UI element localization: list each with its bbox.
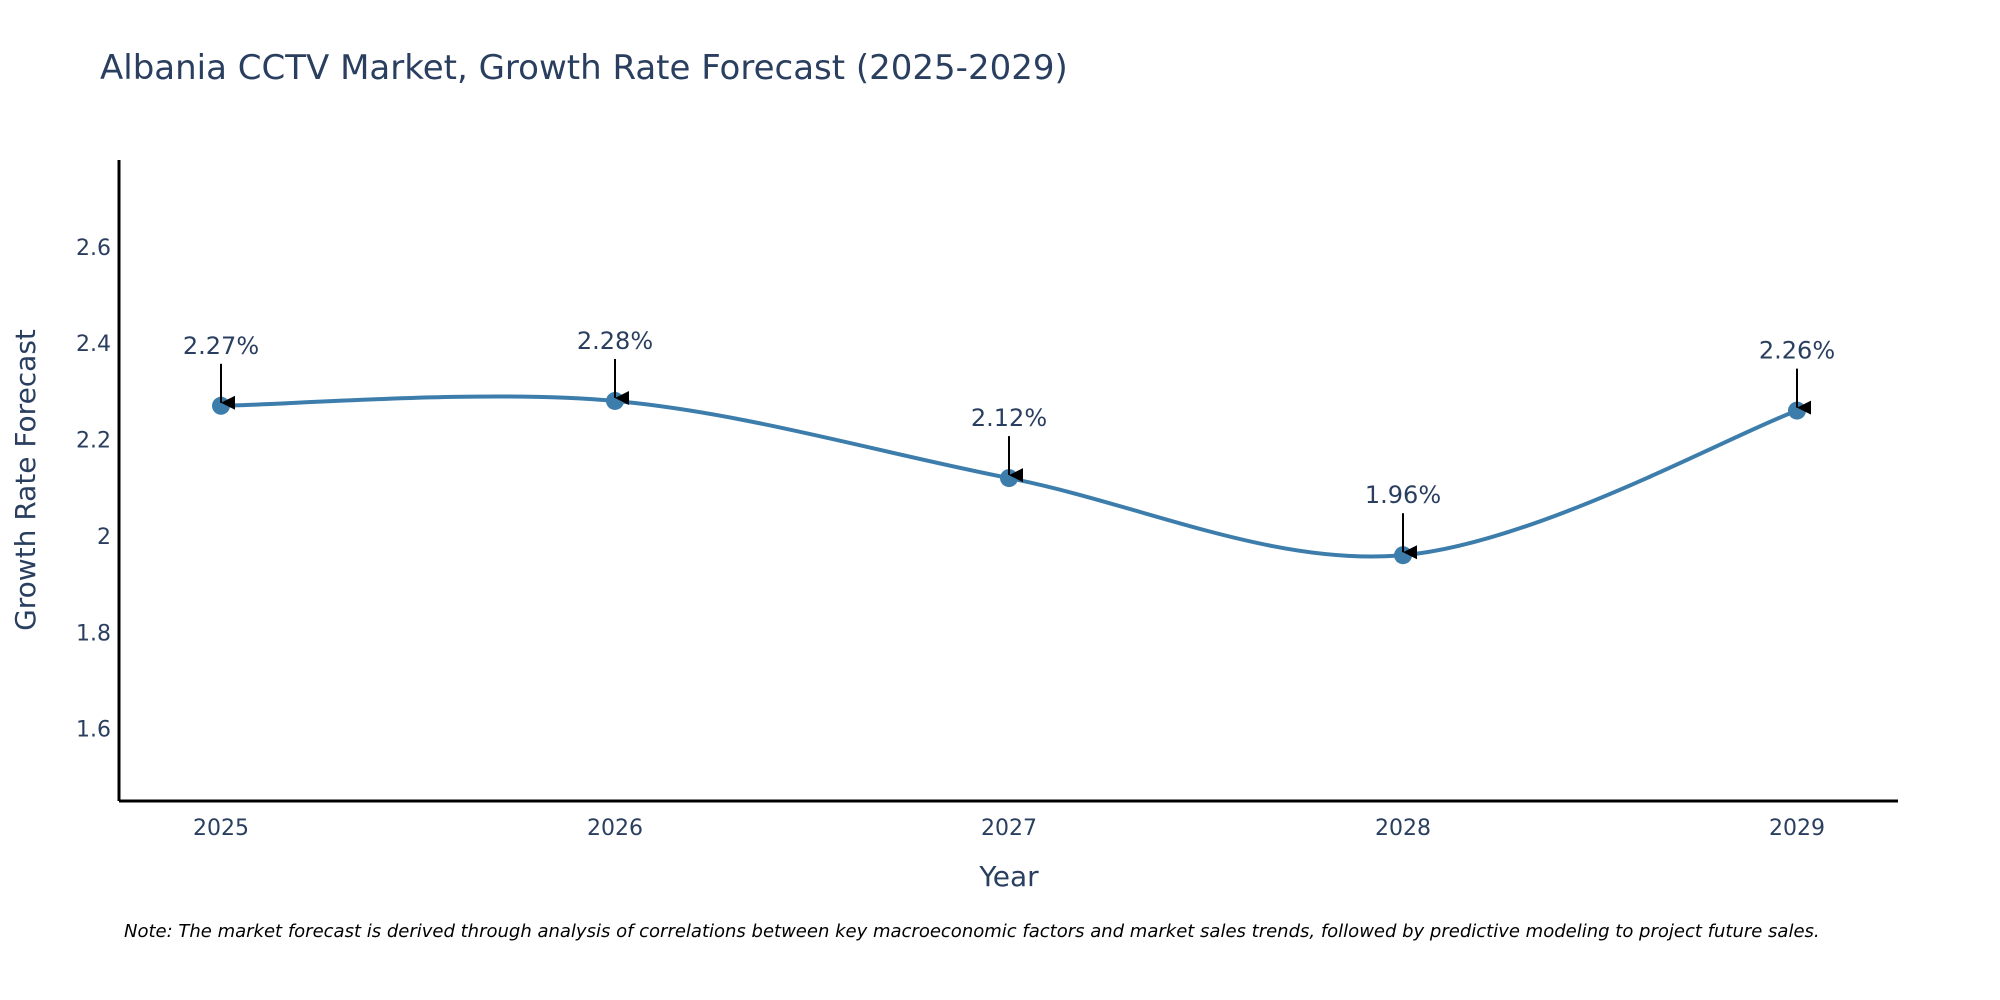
chart-title: Albania CCTV Market, Growth Rate Forecas… <box>100 48 1068 88</box>
data-label: 1.96% <box>1365 481 1441 509</box>
y-tick-label: 2.6 <box>76 236 111 261</box>
x-tick-label: 2028 <box>1375 816 1431 841</box>
axes <box>117 160 1898 803</box>
y-tick-label: 2 <box>97 525 111 550</box>
footnote-note: Note: The market forecast is derived thr… <box>124 921 1820 942</box>
data-label: 2.12% <box>971 404 1047 432</box>
x-tick-label: 2025 <box>193 816 249 841</box>
data-label: 2.27% <box>183 332 259 360</box>
x-tick-label: 2027 <box>981 816 1037 841</box>
x-tick-label: 2029 <box>1769 816 1825 841</box>
y-tick-label: 1.8 <box>76 621 111 646</box>
x-tick-label: 2026 <box>587 816 643 841</box>
data-label: 2.28% <box>577 327 653 355</box>
annotations: 2.27% 2.28% 2.12% 1.96% 2.26% <box>183 327 1835 560</box>
data-label: 2.26% <box>1759 337 1835 365</box>
tick-labels: 1.6 1.8 2 2.2 2.4 2.6 2025 2026 2027 2028 2029 <box>76 236 1825 841</box>
x-axis-title: Year <box>978 860 1039 893</box>
y-tick-label: 2.2 <box>76 429 111 454</box>
y-axis-title: Growth Rate Forecast <box>9 329 42 631</box>
y-tick-label: 2.4 <box>76 332 111 357</box>
y-tick-label: 1.6 <box>76 718 111 743</box>
